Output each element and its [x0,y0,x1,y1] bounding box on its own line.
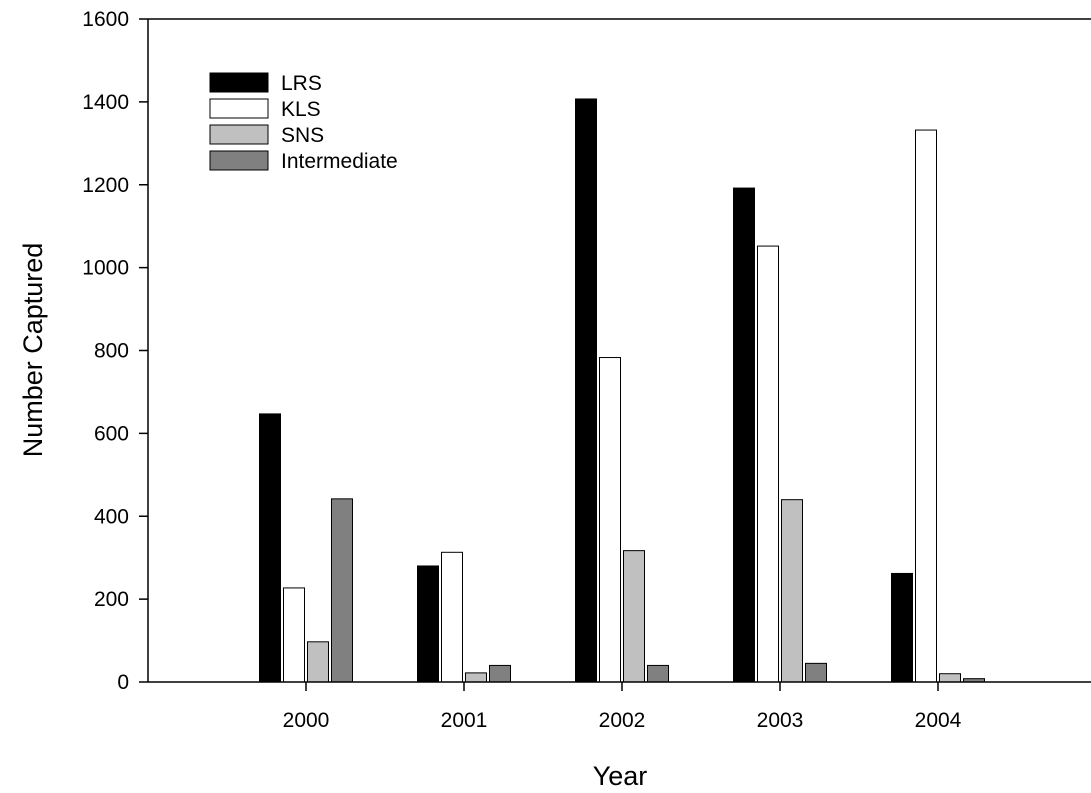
x-tick-label: 2003 [757,709,804,732]
y-axis-title: Number Captured [18,243,48,458]
legend-swatch-sns [209,124,269,145]
legend: LRS KLS SNS Intermediate [209,72,398,173]
x-tick-label: 2004 [915,709,962,732]
y-tick-label: 1600 [82,8,129,31]
y-tick-label: 800 [94,340,129,363]
x-axis-title: Year [593,761,648,791]
legend-label-lrs: LRS [281,72,322,95]
legend-swatch-kls [209,98,269,119]
bar-lrs-2000 [259,413,281,683]
x-tick-label: 2000 [283,709,330,732]
x-ticks: 2000 2001 2002 2003 2004 [283,682,962,732]
y-tick-label: 1200 [82,174,129,197]
bar-kls-2003 [757,245,779,683]
bar-kls-2001 [441,551,463,683]
bar-sns-2001 [465,672,487,683]
bar-intermediate-2002 [647,664,669,683]
bar-lrs-2003 [733,187,755,683]
x-tick-label: 2002 [599,709,646,732]
legend-label-sns: SNS [281,124,324,147]
legend-label-kls: KLS [281,98,321,121]
y-tick-label: 600 [94,422,129,445]
y-tick-label: 1000 [82,257,129,280]
bar-intermediate-2001 [489,664,511,683]
x-tick-label: 2001 [441,709,488,732]
y-tick-label: 200 [94,588,129,611]
bar-sns-2000 [307,641,329,683]
bar-lrs-2001 [417,565,439,683]
y-ticks: 0 200 400 600 800 1000 1200 1400 1600 [82,8,148,694]
legend-swatch-intermediate [209,150,269,171]
bar-kls-2002 [599,357,621,683]
bar-lrs-2004 [891,572,913,683]
bar-kls-2004 [915,129,937,683]
bar-lrs-2002 [575,98,597,683]
bar-kls-2000 [283,587,305,683]
bar-intermediate-2003 [805,662,827,683]
legend-swatch-lrs [209,72,269,93]
bar-sns-2003 [781,499,803,683]
bar-intermediate-2000 [331,498,353,683]
y-tick-label: 0 [117,671,129,694]
bar-sns-2004 [939,673,961,683]
bars-layer [259,98,985,683]
y-tick-label: 400 [94,505,129,528]
legend-label-intermediate: Intermediate [281,150,398,173]
bar-sns-2002 [623,550,645,683]
y-tick-label: 1400 [82,91,129,114]
